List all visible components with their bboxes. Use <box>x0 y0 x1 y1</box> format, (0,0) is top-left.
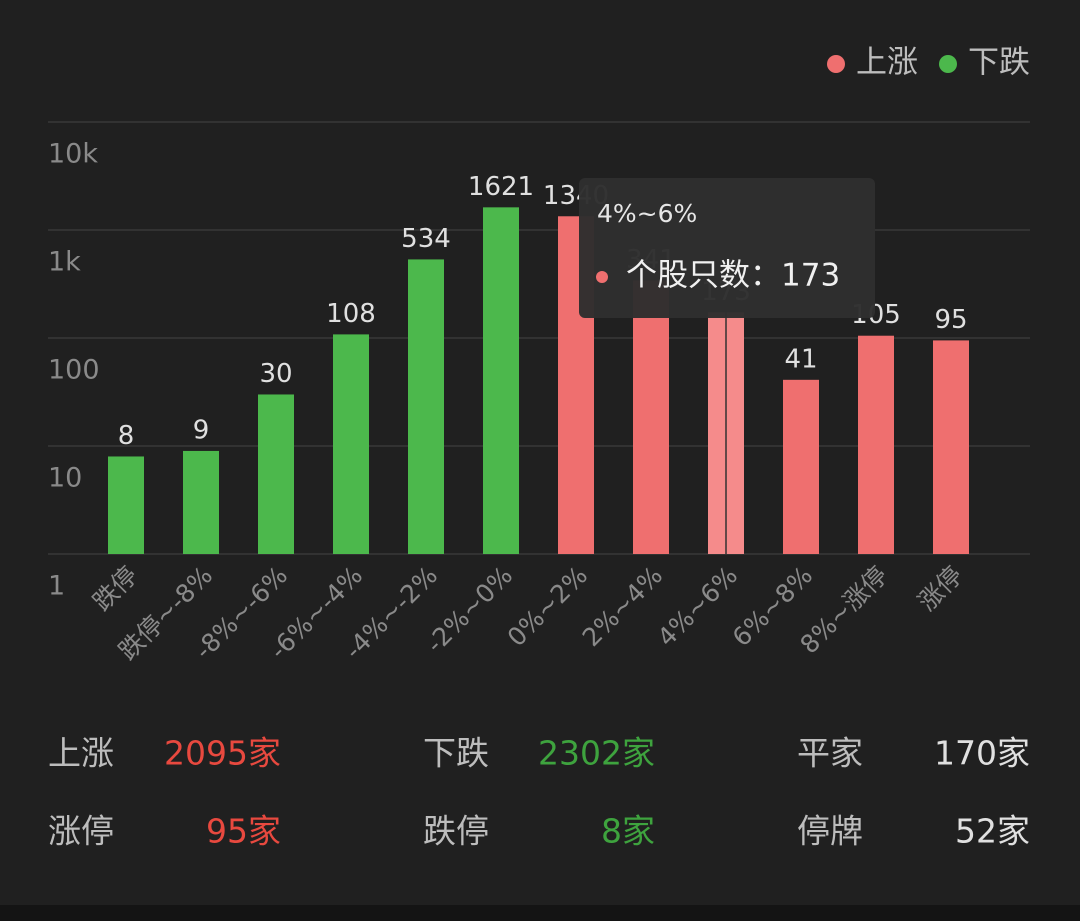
bar <box>408 259 444 554</box>
stat-value: 170家 <box>934 734 1030 773</box>
stat-label: 上涨 <box>48 734 114 773</box>
y-tick-label: 1 <box>48 571 65 602</box>
data-label: 9 <box>193 415 210 445</box>
data-label: 108 <box>326 299 376 329</box>
stat-value: 52家 <box>955 812 1030 851</box>
legend-marker <box>939 55 957 73</box>
stat-label: 跌停 <box>423 812 489 851</box>
data-label: 1621 <box>468 172 534 202</box>
y-tick-label: 1k <box>48 247 81 278</box>
stat-value: 2095家 <box>164 734 281 773</box>
tooltip-box <box>579 178 875 318</box>
tooltip-value: 173 <box>781 258 840 294</box>
stat-value: 2302家 <box>538 734 655 773</box>
tooltip-title: 4%~6% <box>597 199 697 228</box>
y-tick-label: 10k <box>48 139 98 170</box>
data-label: 534 <box>401 224 451 254</box>
bottom-bar <box>0 905 1080 921</box>
bar <box>933 340 969 554</box>
stat-label: 涨停 <box>48 812 114 851</box>
stat-value: 95家 <box>206 812 281 851</box>
legend-marker <box>827 55 845 73</box>
y-tick-label: 100 <box>48 355 100 386</box>
bar <box>333 334 369 554</box>
bar <box>183 450 219 554</box>
stat-value: 8家 <box>601 812 655 851</box>
data-label: 41 <box>784 344 817 374</box>
stat-label: 平家 <box>797 734 863 773</box>
bar <box>483 207 519 554</box>
y-tick-label: 10 <box>48 463 82 494</box>
data-label: 8 <box>118 421 135 451</box>
bar <box>858 335 894 554</box>
tooltip-marker <box>596 271 608 283</box>
stat-label: 下跌 <box>423 734 489 773</box>
bar <box>783 379 819 554</box>
bar <box>258 394 294 554</box>
bar <box>108 456 144 554</box>
data-label: 30 <box>259 359 292 389</box>
data-label: 95 <box>934 305 967 335</box>
legend-label: 下跌 <box>968 45 1030 81</box>
tooltip: 4%~6% 个股只数： 173 <box>579 178 875 318</box>
tooltip-label: 个股只数： <box>626 258 781 294</box>
legend-label: 上涨 <box>856 45 918 81</box>
bar <box>633 280 669 554</box>
stat-label: 停牌 <box>797 812 863 851</box>
